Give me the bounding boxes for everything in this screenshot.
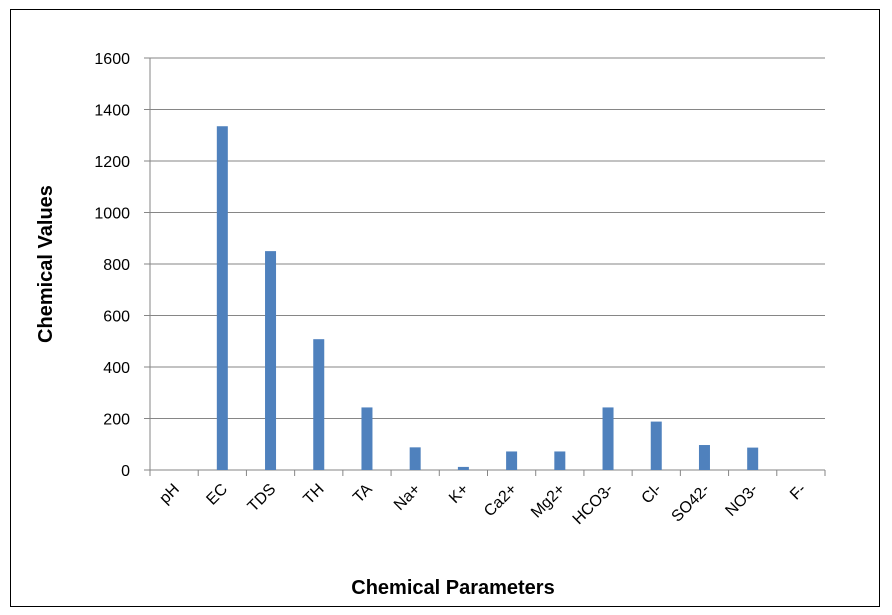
bar-TDS bbox=[265, 251, 277, 470]
x-tick-label: K+ bbox=[446, 481, 472, 507]
bar-NO3- bbox=[747, 447, 759, 470]
y-tick-label: 200 bbox=[103, 412, 130, 429]
axes bbox=[144, 57, 826, 476]
x-tick-label: SO42- bbox=[669, 481, 714, 526]
bar-TH bbox=[313, 339, 325, 470]
bar-Ca2+ bbox=[506, 451, 518, 470]
x-tick-label: TH bbox=[300, 481, 327, 508]
x-tick-label: Na+ bbox=[391, 481, 424, 514]
bar-Cl- bbox=[650, 421, 662, 470]
y-tick-label: 800 bbox=[103, 257, 130, 274]
x-tick-label: TA bbox=[350, 481, 376, 507]
bar-Mg2+ bbox=[554, 451, 566, 470]
y-tick-label: 1000 bbox=[94, 206, 130, 223]
x-axis-title: Chemical Parameters bbox=[351, 577, 554, 599]
y-tick-label: 1600 bbox=[94, 51, 130, 68]
bar-TA bbox=[361, 407, 373, 470]
y-tick-label: 400 bbox=[103, 360, 130, 377]
y-tick-labels: 0 200 400 600 800 1000 1200 1400 1600 bbox=[94, 51, 130, 480]
bars bbox=[216, 126, 759, 471]
y-tick-label: 1400 bbox=[94, 103, 130, 120]
x-tick-labels: pH EC TDS TH TA Na+ K+ Ca2+ Mg2+ HCO3- Cl- SO42- NO3… bbox=[156, 481, 809, 528]
x-tick-label: EC bbox=[203, 481, 231, 509]
x-tick-label: NO3- bbox=[722, 481, 761, 520]
y-axis-title: Chemical Values bbox=[35, 185, 57, 343]
y-tick-label: 600 bbox=[103, 309, 130, 326]
x-tick-label: F- bbox=[787, 481, 810, 504]
bar-Na+ bbox=[409, 447, 421, 470]
x-tick-label: Mg2+ bbox=[528, 481, 569, 522]
gridlines bbox=[150, 57, 825, 419]
x-tick-label: HCO3- bbox=[570, 481, 617, 528]
y-tick-label: 1200 bbox=[94, 154, 130, 171]
x-tick-label: TDS bbox=[245, 481, 280, 516]
chart-frame bbox=[10, 9, 880, 607]
bar-SO42- bbox=[698, 445, 710, 470]
x-tick-label: pH bbox=[156, 481, 182, 507]
y-tick-label: 0 bbox=[121, 463, 130, 480]
x-tick-label: Ca2+ bbox=[481, 481, 520, 520]
bar-EC bbox=[216, 126, 228, 471]
bar-K+ bbox=[457, 466, 469, 470]
bar-HCO3- bbox=[602, 407, 614, 470]
x-tick-label: Cl- bbox=[639, 481, 665, 507]
